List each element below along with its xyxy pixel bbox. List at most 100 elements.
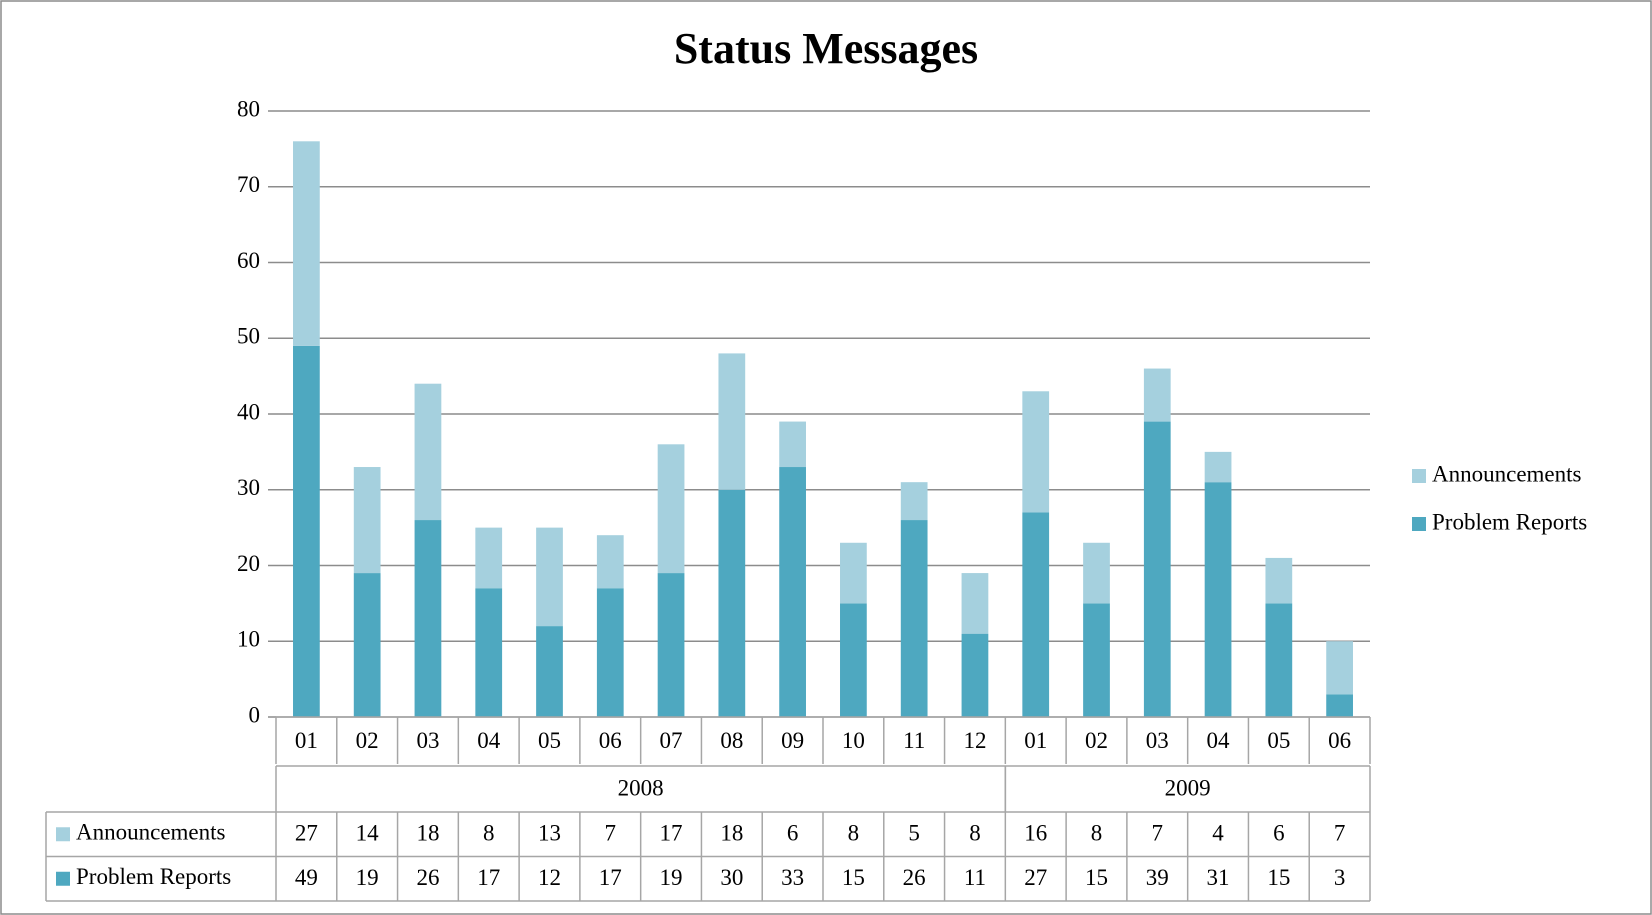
bar-segment <box>1326 641 1353 695</box>
table-value: 15 <box>1267 865 1290 890</box>
x-tick-label: 10 <box>842 728 865 753</box>
table-series-label: Problem Reports <box>76 864 231 889</box>
table-value: 7 <box>605 821 617 846</box>
x-tick-label: 06 <box>1328 728 1351 753</box>
bar-segment <box>1022 512 1050 717</box>
table-value: 3 <box>1334 865 1346 890</box>
x-tick-label: 05 <box>1267 728 1290 753</box>
bar-segment <box>596 535 624 589</box>
bar-segment <box>475 588 503 717</box>
table-value: 33 <box>781 865 804 890</box>
group-label: 2009 <box>1165 775 1211 800</box>
bar-segment <box>1083 542 1110 604</box>
bar-segment <box>1022 391 1050 513</box>
table-value: 19 <box>660 865 683 890</box>
table-value: 27 <box>1024 865 1047 890</box>
table-value: 17 <box>660 821 683 846</box>
chart-title: Status Messages <box>674 24 978 73</box>
bar-segment <box>961 633 989 717</box>
y-tick-label: 30 <box>237 475 260 500</box>
table-value: 49 <box>295 865 318 890</box>
bar-segment <box>840 542 867 604</box>
bar-segment <box>596 588 624 717</box>
x-tick-label: 01 <box>1024 728 1047 753</box>
table-legend-swatch <box>56 827 70 842</box>
legend-swatch <box>1412 517 1426 531</box>
table-value: 13 <box>538 821 561 846</box>
table-value: 27 <box>295 821 318 846</box>
table-value: 26 <box>903 865 926 890</box>
bar-segment <box>718 489 746 717</box>
table-value: 14 <box>356 821 380 846</box>
x-tick-label: 05 <box>538 728 561 753</box>
table-value: 8 <box>969 821 981 846</box>
bar-segment <box>718 353 746 490</box>
table-value: 4 <box>1212 821 1224 846</box>
x-tick-label: 02 <box>356 728 379 753</box>
bar-segment <box>1204 451 1232 483</box>
bar-segment <box>779 467 806 717</box>
table-value: 15 <box>1085 865 1108 890</box>
bar-segment <box>1143 368 1171 422</box>
x-tick-label: 03 <box>416 728 439 753</box>
table-value: 7 <box>1152 821 1164 846</box>
y-tick-label: 0 <box>249 702 261 727</box>
bar-segment <box>353 573 381 717</box>
bar-segment <box>414 520 442 717</box>
legend-swatch <box>1412 469 1426 483</box>
table-value: 30 <box>720 865 743 890</box>
bar-segment <box>293 345 320 717</box>
table-value: 39 <box>1146 865 1169 890</box>
bar-segment <box>657 573 685 717</box>
table-value: 26 <box>416 865 439 890</box>
y-tick-label: 70 <box>237 172 260 197</box>
x-tick-label: 04 <box>477 728 501 753</box>
table-value: 8 <box>1091 821 1103 846</box>
x-tick-label: 12 <box>963 728 986 753</box>
y-tick-label: 10 <box>237 627 260 652</box>
bar-segment <box>900 482 928 521</box>
x-tick-label: 02 <box>1085 728 1108 753</box>
bar-segment <box>779 421 806 468</box>
table-value: 6 <box>787 821 799 846</box>
legend-label: Problem Reports <box>1432 509 1587 534</box>
bar-segment <box>1143 421 1171 717</box>
bar-segment <box>900 520 928 717</box>
x-tick-label: 09 <box>781 728 804 753</box>
table-legend-swatch <box>56 871 70 886</box>
x-tick-label: 07 <box>660 728 683 753</box>
bar-segment <box>353 467 381 574</box>
bar-segment <box>657 444 685 574</box>
table-value: 17 <box>477 865 500 890</box>
table-value: 19 <box>356 865 379 890</box>
y-tick-label: 40 <box>237 399 260 424</box>
x-tick-label: 11 <box>903 728 925 753</box>
table-value: 7 <box>1334 821 1346 846</box>
x-tick-label: 03 <box>1146 728 1169 753</box>
table-value: 17 <box>599 865 622 890</box>
bar-segment <box>1265 557 1293 604</box>
y-tick-label: 60 <box>237 248 260 273</box>
table-value: 12 <box>538 865 561 890</box>
bar-segment <box>961 573 989 634</box>
table-value: 15 <box>842 865 865 890</box>
bar-segment <box>414 383 442 521</box>
bar-segment <box>1083 603 1110 717</box>
table-value: 5 <box>908 821 920 846</box>
table-value: 8 <box>483 821 495 846</box>
bar-segment <box>1265 603 1293 717</box>
bar-segment <box>475 527 503 589</box>
bar-segment <box>536 527 563 627</box>
group-label: 2008 <box>618 775 664 800</box>
table-value: 18 <box>720 821 743 846</box>
table-value: 18 <box>416 821 439 846</box>
x-tick-label: 06 <box>599 728 622 753</box>
x-tick-label: 08 <box>720 728 743 753</box>
table-value: 8 <box>848 821 860 846</box>
y-tick-label: 20 <box>237 551 260 576</box>
bar-segment <box>1326 694 1353 717</box>
x-tick-label: 04 <box>1207 728 1231 753</box>
y-tick-label: 50 <box>237 324 260 349</box>
